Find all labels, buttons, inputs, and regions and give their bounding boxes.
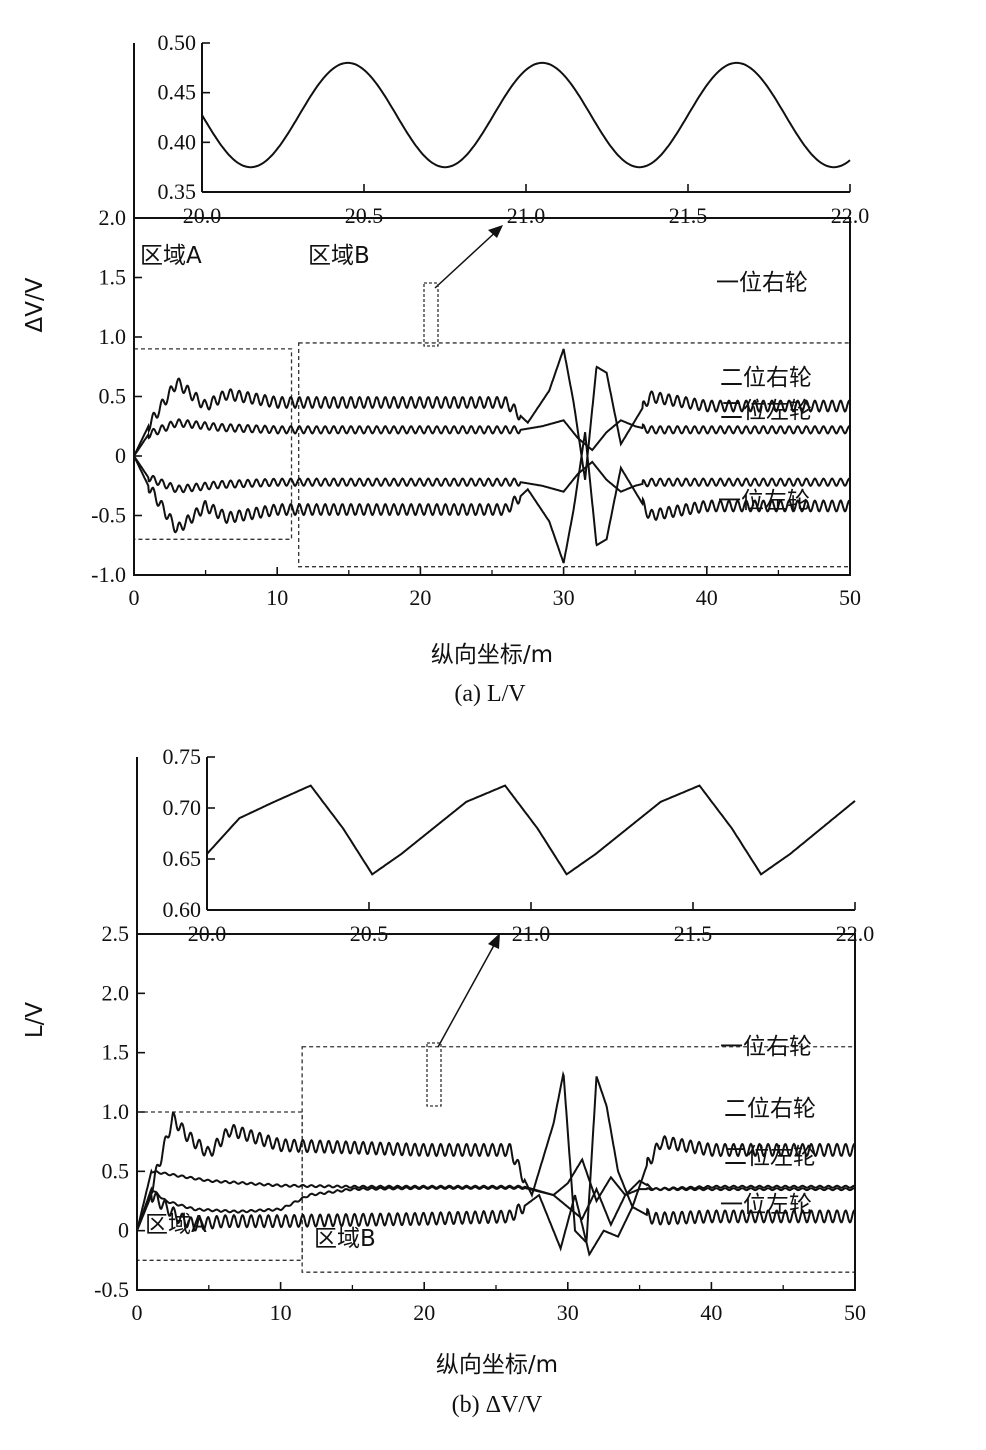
chart-b-xlabel: 纵向坐标/m	[436, 1352, 558, 1378]
chart-b-x-tick-label: 0	[132, 1300, 143, 1325]
chart-a-x-tick-label: 50	[839, 585, 861, 610]
chart-b-region-a-box	[136, 1111, 303, 1261]
chart-a-y-tick-label: 0.5	[99, 384, 127, 409]
chart-b-inset-y-tick-label: 0.65	[163, 846, 202, 871]
chart-b-legend-2: 二位右轮	[724, 1096, 816, 1122]
chart-b-legend-3: 二位左轮	[724, 1144, 816, 1170]
chart-a-x-tick-label: 40	[696, 585, 718, 610]
chart-b-zoom-box	[426, 1042, 442, 1107]
chart-b-arrowhead	[488, 933, 500, 949]
chart-b-region-a-label: 区域A	[145, 1212, 207, 1238]
chart-b-inset-y-tick-label: 0.60	[163, 897, 202, 922]
chart-a-inset-x-tick-label: 20.0	[183, 203, 222, 228]
chart-a-caption: (a) L/V	[454, 681, 526, 707]
chart-a-inset-line	[201, 61, 851, 169]
chart-b-y-tick-label: 1.5	[102, 1040, 130, 1065]
chart-a-legend-2: 二位右轮	[720, 365, 812, 391]
chart-a-xlabel: 纵向坐标/m	[431, 642, 553, 668]
chart-b-y-tick-label: 1.0	[102, 1099, 130, 1124]
chart-a-plot-frame	[133, 217, 851, 576]
chart-a-x-tick-label: 10	[266, 585, 288, 610]
chart-a-region-a-box	[133, 348, 293, 540]
chart-b-inset-y-tick-label: 0.70	[163, 795, 202, 820]
chart-a-region-b-box	[298, 342, 851, 568]
chart-b-x-tick-label: 40	[700, 1300, 722, 1325]
chart-b-x-tick-label: 20	[413, 1300, 435, 1325]
chart-a-region-b-label: 区域B	[308, 243, 370, 269]
chart-a-y-tick-label: 0	[115, 443, 126, 468]
chart-b-x-tick-label: 10	[270, 1300, 292, 1325]
chart-b-region-b-label: 区域B	[314, 1226, 376, 1252]
chart-b-plot-frame	[136, 933, 856, 1291]
chart-a-region-a-label: 区域A	[140, 243, 202, 269]
chart-b-x-tick-label: 30	[557, 1300, 579, 1325]
chart-a-inset-x-tick-label: 21.0	[507, 203, 546, 228]
chart-a-x-tick-label: 0	[129, 585, 140, 610]
chart-b-y-tick-label: 0	[118, 1218, 129, 1243]
chart-b-ylabel: L/V	[22, 1002, 48, 1039]
chart-a-legend-1: 一位右轮	[716, 270, 808, 296]
chart-a-series-3-line	[133, 455, 851, 494]
chart-a-legend-3: 二位左轮	[720, 398, 812, 424]
chart-a-y-tick-label: 1.0	[99, 324, 127, 349]
chart-b-legend-1: 一位右轮	[720, 1034, 812, 1060]
chart-b-y-tick-label: 2.5	[102, 921, 130, 946]
chart-a-x-tick-label: 30	[553, 585, 575, 610]
chart-a-series-4-line	[133, 432, 851, 564]
chart-a-series-1-line	[133, 348, 851, 480]
chart-b-y-tick-label: 0.5	[102, 1158, 130, 1183]
chart-a-series-2-line	[133, 418, 851, 457]
chart-b-series-3-line	[136, 1185, 856, 1232]
chart-b-y-tick-label: 2.0	[102, 980, 130, 1005]
chart-a-inset-y-tick-label: 0.35	[158, 179, 197, 204]
chart-a-arrow	[434, 227, 501, 289]
chart-a-x-tick-label: 20	[409, 585, 431, 610]
chart-b-inset-line	[206, 784, 856, 876]
chart-b-y-tick-label: -0.5	[94, 1277, 129, 1302]
chart-a-y-tick-label: -1.0	[91, 562, 126, 587]
chart-a-inset-x-tick-label: 20.5	[345, 203, 384, 228]
chart-b: 2.52.01.51.00.50-0.50 10 20 30 40 50 0.750.70…	[22, 744, 874, 1418]
chart-a-y-tick-label: 1.5	[99, 265, 127, 290]
chart-a-zoom-box	[423, 282, 439, 347]
chart-a-y-tick-label: -0.5	[91, 503, 126, 528]
chart-b-series-2-line	[136, 1157, 856, 1231]
chart-a-inset-x-tick-label: 21.5	[669, 203, 708, 228]
chart-b-inset-y-tick-label: 0.75	[163, 744, 202, 769]
chart-a-arrowhead	[488, 225, 503, 238]
chart-a-y-tick-label: 2.0	[99, 205, 127, 230]
chart-b-series-1-line	[136, 1070, 856, 1245]
chart-a-inset-y-tick-label: 0.50	[158, 30, 197, 55]
chart-b-x-tick-label: 50	[844, 1300, 866, 1325]
chart-a-inset-y-tick-label: 0.45	[158, 80, 197, 105]
chart-a-inset-y-tick-label: 0.40	[158, 129, 197, 154]
chart-a-legend-4: 一位左轮	[718, 488, 810, 514]
chart-a-ylabel: ΔV/V	[22, 277, 48, 332]
chart-b-arrow	[437, 937, 499, 1048]
chart-b-caption: (b) ΔV/V	[452, 1392, 543, 1418]
chart-b-legend-4: 一位左轮	[720, 1192, 812, 1218]
chart-b-series-4-line	[136, 1191, 856, 1257]
chart-a: 2.01.51.00.50-0.5-1.00 10 20 30 40 50 0.500.4…	[22, 30, 869, 707]
